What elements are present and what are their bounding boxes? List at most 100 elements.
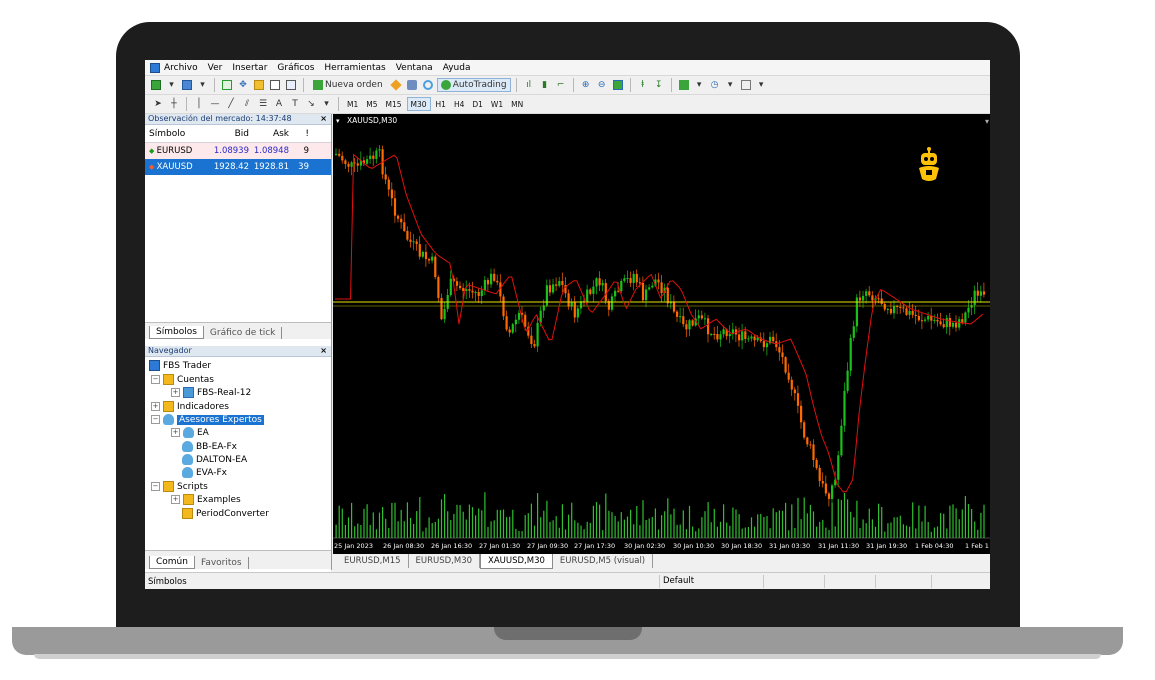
templates-dropdown-icon[interactable]: ▾ <box>758 80 764 90</box>
timeframe-h1[interactable]: H1 <box>435 99 446 109</box>
zoom-in-icon[interactable]: ⊕ <box>581 80 590 90</box>
autotrading-button[interactable]: AutoTrading <box>436 78 511 92</box>
tree-expert-item[interactable]: DALTON-EA <box>182 453 247 466</box>
tree-asesores-expertos[interactable]: − Asesores Expertos <box>151 413 264 426</box>
equidistant-channel-icon[interactable]: ⫽ <box>244 99 249 109</box>
tile-windows-icon[interactable] <box>611 78 625 92</box>
menu-herramientas[interactable]: Herramientas <box>324 62 386 73</box>
crosshair-icon[interactable]: ┼ <box>171 99 177 109</box>
zoom-out-icon[interactable]: ⊖ <box>597 80 606 90</box>
navigator-icon[interactable] <box>252 78 266 92</box>
profiles-dropdown-icon[interactable]: ▾ <box>200 80 205 90</box>
new-chart-icon[interactable] <box>149 78 163 92</box>
menu-archivo[interactable]: Archivo <box>164 62 198 73</box>
tab-comun[interactable]: Común <box>149 556 195 569</box>
bar-chart-icon[interactable]: ıl <box>526 80 532 90</box>
print-icon[interactable] <box>405 78 419 92</box>
volume-bar <box>853 517 855 538</box>
timeframe-m30[interactable]: M30 <box>406 97 431 111</box>
tree-expert-item[interactable]: EVA-Fx <box>182 466 227 479</box>
candle-body <box>586 289 589 302</box>
collapse-icon[interactable]: − <box>151 415 160 424</box>
expand-icon[interactable]: + <box>171 495 180 504</box>
column-bid[interactable]: Bid <box>234 128 249 139</box>
candle-body <box>896 306 899 308</box>
text-icon[interactable]: A <box>275 99 283 109</box>
status-profile[interactable]: Default <box>659 575 763 588</box>
close-icon[interactable]: × <box>320 114 327 123</box>
tree-expert-item[interactable]: BB-EA-Fx <box>182 440 237 453</box>
chart-shift-icon[interactable]: ⱡ <box>641 80 644 90</box>
timeframe-m1[interactable]: M1 <box>347 99 359 109</box>
chart-tab-eurusd-m5-visual[interactable]: EURUSD,M5 (visual) <box>553 554 654 568</box>
tree-script-item[interactable]: + Examples <box>171 493 241 506</box>
terminal-icon[interactable] <box>268 78 282 92</box>
autoscroll-icon[interactable]: ↧ <box>654 80 663 90</box>
market-watch-icon[interactable] <box>220 78 234 92</box>
text-label-icon[interactable]: T <box>292 99 298 109</box>
tab-grafico-de-tick[interactable]: Gráfico de tick <box>204 327 283 339</box>
menu-ventana[interactable]: Ventana <box>395 62 433 73</box>
chart-window[interactable]: XAUUSD,M30 ▾ 25 Jan 2023 26 Jan 08:30 26 J… <box>333 114 990 554</box>
indicators-icon[interactable] <box>677 78 691 92</box>
tree-cuentas[interactable]: − Cuentas <box>151 373 214 386</box>
strategy-tester-icon[interactable] <box>284 78 298 92</box>
tree-scripts[interactable]: − Scripts <box>151 480 208 493</box>
expand-icon[interactable]: + <box>151 402 160 411</box>
tab-simbolos[interactable]: Símbolos <box>149 326 204 339</box>
indicators-dropdown-icon[interactable]: ▾ <box>696 80 702 90</box>
menu-ayuda[interactable]: Ayuda <box>442 62 471 73</box>
tree-script-item[interactable]: PeriodConverter <box>182 507 269 520</box>
chart-tab-eurusd-m30[interactable]: EURUSD,M30 <box>409 554 481 568</box>
column-spread[interactable]: ! <box>305 128 309 139</box>
expand-icon[interactable]: + <box>171 428 180 437</box>
periods-dropdown-icon[interactable]: ▾ <box>727 80 733 90</box>
candle-body <box>393 198 397 216</box>
profiles-icon[interactable] <box>180 78 194 92</box>
timeframe-m5[interactable]: M5 <box>366 99 378 109</box>
fibonacci-icon[interactable]: ☰ <box>258 99 268 109</box>
collapse-icon[interactable]: − <box>151 375 160 384</box>
new-order-button[interactable]: Nueva orden <box>309 78 387 92</box>
menu-ver[interactable]: Ver <box>207 62 223 73</box>
chart-tab-eurusd-m15[interactable]: EURUSD,M15 <box>337 554 409 568</box>
expand-icon[interactable]: + <box>171 388 180 397</box>
cursor-icon[interactable]: ➤ <box>154 99 162 109</box>
periods-icon[interactable]: ◷ <box>710 80 719 90</box>
arrows-icon[interactable]: ↘ <box>307 99 315 109</box>
tree-root[interactable]: FBS Trader <box>149 359 211 372</box>
metaeditor-icon[interactable] <box>389 78 403 92</box>
line-chart-icon[interactable]: ⌐ <box>556 80 565 90</box>
timeframe-w1[interactable]: W1 <box>490 99 504 109</box>
volume-bar <box>611 512 613 538</box>
tree-indicadores[interactable]: + Indicadores <box>151 400 229 413</box>
timeframe-m15[interactable]: M15 <box>385 99 402 109</box>
close-icon[interactable]: × <box>320 346 327 355</box>
column-symbol[interactable]: Símbolo <box>149 128 186 139</box>
trendline-icon[interactable]: ╱ <box>228 99 234 109</box>
timeframe-h4[interactable]: H4 <box>453 99 465 109</box>
tree-account[interactable]: + FBS-Real-12 <box>171 386 251 399</box>
data-window-icon[interactable]: ✥ <box>239 80 247 90</box>
timeframe-mn[interactable]: MN <box>511 99 524 109</box>
market-watch-row[interactable]: ◆ EURUSD 1.08939 1.08948 9 <box>145 143 331 159</box>
arrows-dropdown-icon[interactable]: ▾ <box>324 99 329 109</box>
candle-body <box>645 289 648 301</box>
tree-expert-item[interactable]: + EA <box>171 426 209 439</box>
price-chart[interactable]: XAUUSD,M30 ▾ 25 Jan 2023 26 Jan 08:30 26 J… <box>333 114 990 554</box>
menu-insertar[interactable]: Insertar <box>232 62 268 73</box>
templates-icon[interactable] <box>739 78 753 92</box>
new-chart-dropdown-icon[interactable]: ▾ <box>169 80 174 90</box>
collapse-icon[interactable]: − <box>151 482 160 491</box>
horizontal-line-icon[interactable]: — <box>210 99 220 109</box>
chart-tab-xauusd-m30[interactable]: XAUUSD,M30 <box>480 554 553 569</box>
candlestick-icon[interactable]: ▮ <box>542 80 548 90</box>
menu-graficos[interactable]: Gráficos <box>277 62 315 73</box>
vertical-line-icon[interactable]: │ <box>196 99 202 109</box>
candle-body <box>930 315 933 321</box>
tab-favoritos[interactable]: Favoritos <box>195 557 249 569</box>
signals-icon[interactable] <box>421 78 435 92</box>
market-watch-row[interactable]: ◆ XAUUSD 1928.42 1928.81 39 <box>145 159 331 175</box>
column-ask[interactable]: Ask <box>272 128 289 139</box>
timeframe-d1[interactable]: D1 <box>472 99 483 109</box>
